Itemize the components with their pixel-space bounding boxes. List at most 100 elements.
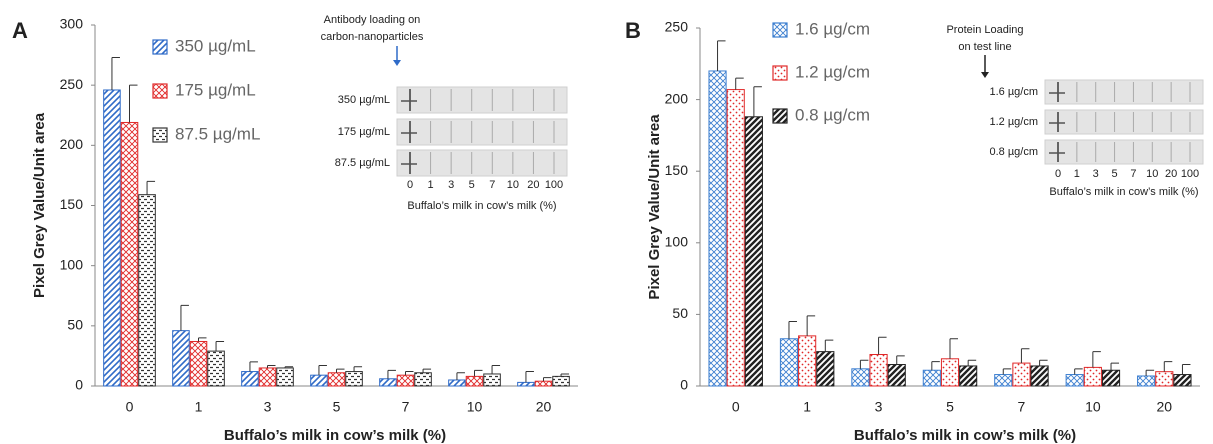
error-bar — [422, 368, 432, 373]
x-tick-label: 10 — [1085, 399, 1101, 415]
bar — [922, 369, 941, 387]
inset-row-label: 350 µg/mL — [338, 94, 390, 106]
test-strip — [396, 86, 568, 114]
test-strip — [1044, 79, 1204, 105]
error-bar — [525, 371, 534, 383]
legend-label: 1.6 µg/cm — [795, 19, 870, 38]
bar — [869, 353, 888, 387]
inset-xlabel: Buffalo’s milk in cow’s milk (%) — [1049, 186, 1198, 198]
inset-column-label: 3 — [448, 179, 454, 191]
bar — [448, 379, 466, 387]
bar — [1101, 369, 1121, 387]
bar — [1083, 366, 1102, 387]
bar — [345, 371, 363, 387]
test-strip — [1044, 109, 1204, 135]
bar — [798, 335, 817, 387]
inset-title: on test line — [958, 41, 1011, 53]
bar — [534, 380, 553, 387]
error-bar — [353, 366, 363, 372]
error-bar — [753, 86, 762, 117]
inset-column-label: 1 — [1074, 168, 1080, 180]
legend-swatch — [152, 127, 168, 143]
error-bar — [896, 355, 905, 365]
test-strip — [396, 118, 568, 146]
bar — [1173, 374, 1192, 387]
error-bar — [336, 368, 345, 373]
error-bar — [1181, 364, 1191, 375]
inset-column-label: 0 — [1055, 168, 1061, 180]
legend-swatch — [772, 108, 788, 124]
inset-column-label: 7 — [489, 179, 495, 191]
bar — [994, 374, 1013, 387]
bar — [1137, 375, 1156, 387]
x-axis-title: Buffalo’s milk in cow’s milk (%) — [224, 427, 446, 444]
error-bar — [318, 365, 327, 376]
bar — [258, 367, 277, 387]
x-tick-label: 3 — [875, 399, 883, 415]
error-bar — [111, 56, 120, 90]
x-tick-label: 5 — [946, 399, 954, 415]
error-bar — [949, 338, 958, 359]
bar — [310, 374, 328, 387]
error-bar — [129, 84, 138, 123]
bar — [1030, 365, 1049, 387]
inset-column-label: 1 — [428, 179, 434, 191]
error-bar — [491, 365, 501, 374]
error-bar — [859, 359, 869, 369]
legend-swatch — [772, 65, 788, 81]
bar — [1155, 371, 1174, 387]
error-bar — [788, 321, 797, 339]
error-bar — [474, 369, 483, 377]
error-bar — [1092, 351, 1101, 368]
x-tick-label: 3 — [264, 399, 272, 415]
x-tick-label: 7 — [402, 399, 410, 415]
bar — [207, 350, 225, 387]
error-bar — [878, 336, 887, 355]
y-tick-label: 200 — [60, 136, 84, 152]
bar — [241, 371, 259, 387]
panel-label: B — [625, 18, 641, 43]
y-tick-label: 50 — [67, 317, 83, 333]
bar — [189, 340, 208, 387]
bar — [414, 372, 432, 387]
error-bar — [198, 337, 207, 342]
error-bar — [717, 40, 726, 71]
x-tick-label: 5 — [333, 399, 341, 415]
inset-column-label: 5 — [469, 179, 475, 191]
y-tick-label: 0 — [680, 377, 688, 393]
bar — [940, 358, 960, 387]
bar — [103, 89, 121, 387]
panel-label: A — [12, 18, 28, 43]
legend-swatch — [772, 22, 788, 38]
bar — [959, 365, 978, 387]
x-tick-label: 1 — [195, 399, 203, 415]
x-tick-label: 0 — [126, 399, 134, 415]
y-tick-label: 150 — [60, 196, 84, 212]
error-bar — [284, 366, 294, 368]
inset-row-label: 0.8 µg/cm — [989, 146, 1038, 158]
error-bar — [267, 365, 276, 368]
inset-column-label: 5 — [1112, 168, 1118, 180]
bar — [726, 89, 745, 387]
error-bar — [249, 361, 258, 372]
x-tick-label: 0 — [732, 399, 740, 415]
inset-title: Protein Loading — [946, 24, 1023, 36]
error-bar — [1110, 362, 1120, 371]
y-tick-label: 300 — [60, 16, 84, 32]
test-strip — [396, 149, 568, 177]
error-bar — [1074, 368, 1083, 375]
inset-arrow-head — [393, 60, 401, 66]
error-bar — [543, 377, 552, 382]
bar — [744, 116, 763, 387]
test-strip — [1044, 139, 1204, 165]
legend-swatch — [152, 83, 168, 99]
error-bar — [1020, 348, 1030, 364]
inset-xlabel: Buffalo’s milk in cow’s milk (%) — [407, 200, 556, 212]
y-axis-title: Pixel Grey Value/Unit area — [31, 112, 48, 298]
bar — [1012, 362, 1031, 387]
x-tick-label: 20 — [536, 399, 552, 415]
error-bar — [1145, 369, 1155, 376]
inset-row-label: 175 µg/mL — [338, 126, 390, 138]
error-bar — [146, 180, 156, 195]
